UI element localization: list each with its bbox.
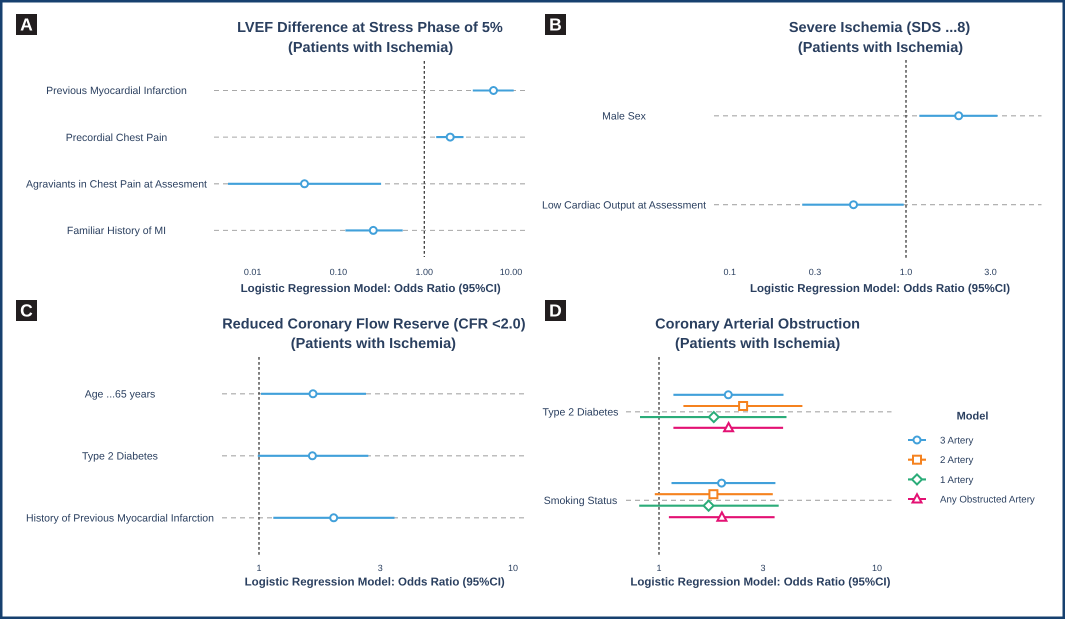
svg-text:1 Artery: 1 Artery	[940, 475, 974, 486]
svg-text:Precordial Chest Pain: Precordial Chest Pain	[66, 132, 168, 144]
svg-text:Coronary Arterial Obstruction: Coronary Arterial Obstruction	[655, 317, 860, 333]
svg-text:(Patients with Ischemia): (Patients with Ischemia)	[798, 40, 963, 56]
svg-text:1.0: 1.0	[900, 267, 913, 277]
svg-text:History of Previous Myocardial: History of Previous Myocardial Infarctio…	[26, 513, 214, 525]
svg-text:Logistic Regression Model: Odd: Logistic Regression Model: Odds Ratio (9…	[750, 283, 1010, 295]
svg-text:Familiar History of MI: Familiar History of MI	[67, 225, 166, 237]
svg-text:Male Sex: Male Sex	[602, 111, 647, 123]
svg-text:Type 2 Diabetes: Type 2 Diabetes	[82, 451, 158, 463]
svg-text:0.1: 0.1	[723, 267, 736, 277]
svg-text:(Patients with Ischemia): (Patients with Ischemia)	[291, 336, 456, 352]
svg-text:10: 10	[872, 563, 882, 573]
svg-text:Any Obstructed Artery: Any Obstructed Artery	[940, 494, 1035, 505]
svg-text:Logistic Regression Model: Odd: Logistic Regression Model: Odds Ratio (9…	[241, 283, 501, 295]
svg-text:1: 1	[656, 563, 661, 573]
svg-text:0.01: 0.01	[244, 267, 262, 277]
svg-text:Logistic Regression Model: Odd: Logistic Regression Model: Odds Ratio (9…	[630, 576, 890, 588]
svg-text:Age ...65 years: Age ...65 years	[85, 389, 156, 401]
svg-text:3 Artery: 3 Artery	[940, 435, 974, 446]
svg-text:B: B	[549, 14, 562, 34]
svg-text:D: D	[549, 300, 562, 320]
svg-text:Logistic Regression Model: Odd: Logistic Regression Model: Odds Ratio (9…	[245, 576, 505, 588]
svg-text:Severe Ischemia (SDS ...8): Severe Ischemia (SDS ...8)	[789, 20, 971, 36]
svg-text:LVEF Difference at Stress Phas: LVEF Difference at Stress Phase of 5%	[237, 20, 503, 36]
svg-text:1: 1	[256, 563, 261, 573]
svg-text:2 Artery: 2 Artery	[940, 455, 974, 466]
svg-text:3.0: 3.0	[984, 267, 997, 277]
svg-text:(Patients with Ischemia): (Patients with Ischemia)	[288, 40, 453, 56]
svg-text:Agraviants in Chest Pain at As: Agraviants in Chest Pain at Assesment	[26, 179, 207, 191]
svg-text:10.00: 10.00	[500, 267, 523, 277]
svg-text:A: A	[20, 14, 33, 34]
svg-text:Reduced Coronary Flow Reserve: Reduced Coronary Flow Reserve (CFR <2.0)	[222, 317, 526, 333]
svg-text:Low Cardiac Output at Assessme: Low Cardiac Output at Assessment	[542, 199, 706, 211]
svg-text:Model: Model	[957, 411, 989, 423]
svg-text:0.3: 0.3	[809, 267, 822, 277]
svg-text:3: 3	[378, 563, 383, 573]
svg-text:3: 3	[760, 563, 765, 573]
svg-text:0.10: 0.10	[330, 267, 348, 277]
svg-text:(Patients with Ischemia): (Patients with Ischemia)	[675, 336, 840, 352]
svg-text:Smoking Status: Smoking Status	[544, 495, 618, 507]
svg-text:10: 10	[508, 563, 518, 573]
svg-text:Type 2 Diabetes: Type 2 Diabetes	[543, 407, 619, 419]
svg-text:1.00: 1.00	[416, 267, 434, 277]
svg-text:C: C	[20, 300, 33, 320]
svg-text:Previous Myocardial Infarction: Previous Myocardial Infarction	[46, 85, 187, 97]
